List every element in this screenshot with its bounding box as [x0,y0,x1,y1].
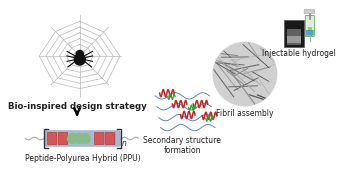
FancyBboxPatch shape [95,132,104,145]
FancyBboxPatch shape [45,131,120,146]
Circle shape [74,54,85,65]
Text: Peptide-Polyurea Hybrid (PPU): Peptide-Polyurea Hybrid (PPU) [25,154,140,163]
FancyBboxPatch shape [304,9,314,14]
Text: Fibril assembly: Fibril assembly [216,109,274,119]
Circle shape [213,42,277,106]
FancyBboxPatch shape [308,27,312,32]
Text: Injectable hydrogel: Injectable hydrogel [262,49,336,58]
Circle shape [74,133,84,143]
FancyBboxPatch shape [47,132,57,145]
FancyBboxPatch shape [58,132,68,145]
FancyBboxPatch shape [305,15,314,36]
FancyBboxPatch shape [287,29,301,45]
Text: Bio-inspired design strategy: Bio-inspired design strategy [8,102,147,111]
FancyBboxPatch shape [287,36,301,43]
Text: n: n [121,139,126,148]
Text: Secondary structure
formation: Secondary structure formation [143,136,221,155]
FancyBboxPatch shape [105,132,115,145]
Circle shape [76,50,83,58]
Circle shape [68,133,78,143]
FancyBboxPatch shape [306,30,313,35]
Circle shape [80,133,90,143]
FancyBboxPatch shape [284,20,304,47]
